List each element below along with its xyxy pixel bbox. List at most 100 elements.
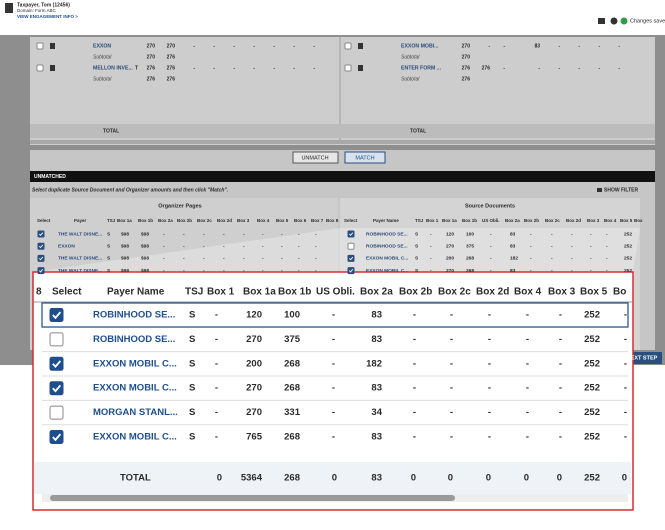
column-header: Box 1 [426,218,439,223]
checkbox[interactable] [49,381,64,396]
checkbox[interactable] [49,430,64,444]
scroll-thumb[interactable] [50,495,455,501]
payer-name[interactable]: EXXON MOBI... [401,43,439,49]
column-header: Box 5 [580,287,608,298]
payer-name[interactable]: THE WALT DISNE... [58,256,102,262]
amount: - [526,334,529,345]
column-header: Box 1a [117,218,132,223]
column-header: 8 [36,287,42,298]
payer-name[interactable]: THE WALT DISNE... [58,268,102,274]
checkbox[interactable] [37,267,45,275]
amount: S [415,256,419,262]
payer-name[interactable]: EXXON MOBIL C... [93,432,177,443]
checkbox[interactable] [347,242,355,250]
doc-icon [50,65,55,71]
amount: 276 [462,65,471,71]
amount: - [559,383,562,394]
amount: - [530,269,532,274]
checkbox[interactable] [49,405,64,420]
checkbox[interactable] [347,254,355,262]
payer-name[interactable]: EXXON [93,43,111,49]
amount: - [488,43,490,49]
checkbox[interactable] [49,332,64,347]
amount: 270 [147,54,156,60]
amount: - [488,407,491,418]
amount: - [551,269,553,274]
column-header: Box 1b [278,287,311,298]
engagement-link[interactable]: VIEW ENGAGEMENT INFO > [17,14,78,19]
amount: - [163,244,165,249]
payer-name[interactable]: ROBINHOOD SE... [366,231,408,237]
amount: - [526,358,529,369]
amount: 83 [371,334,382,345]
payer-name[interactable]: EXXON [58,243,75,249]
match-button[interactable] [344,151,386,164]
amount: - [488,334,491,345]
checkbox[interactable] [49,356,64,371]
checkbox[interactable] [347,230,355,238]
amount: - [430,257,432,262]
payer-name[interactable]: EXXON MOBIL C... [366,256,408,262]
amount: 270 [462,43,471,49]
amount: $98 [141,243,149,249]
checkbox[interactable] [344,42,352,50]
column-header: Box 2b [399,287,432,298]
amount: 83 [371,432,382,443]
payer-name[interactable]: ROBINHOOD SE... [93,334,175,345]
amount: - [558,65,560,71]
amount: - [530,232,532,237]
payer-name[interactable]: ROBINHOOD SE... [93,310,175,321]
payer-name[interactable]: MELLON INVE... [93,65,133,71]
amount: - [215,407,218,418]
payer-name[interactable]: EXXON MOBIL C... [93,383,177,394]
checkbox[interactable] [347,267,355,275]
checkbox[interactable] [36,42,44,50]
filter-button[interactable]: SHOW FILTER [604,187,638,193]
payer-name[interactable]: ROBINHOOD SE... [366,243,408,249]
payer-name[interactable]: EXXON MOBIL C... [93,358,177,369]
amount: 268 [284,383,300,394]
amount: - [559,432,562,443]
panel-title: Source Documents [465,203,515,209]
amount: - [530,257,532,262]
total-amount: 0 [486,473,491,484]
doc-icon [358,43,363,49]
checkbox[interactable] [49,308,64,322]
unmatch-button[interactable] [292,151,339,164]
amount: - [618,65,620,71]
amount: - [298,269,300,274]
amount: 270 [246,334,262,345]
checkbox[interactable] [344,64,352,72]
amount: - [488,358,491,369]
payer-name[interactable]: ENTER FORM ... [401,65,442,71]
amount: 83 [510,231,516,237]
amount: - [215,310,218,321]
payer-name[interactable]: MORGAN STANL... [93,407,178,418]
checkbox[interactable] [37,254,45,262]
unmatch-label: UNMATCH [301,155,328,161]
filter-icon[interactable] [597,188,602,192]
amount: - [430,269,432,274]
domain: Domain: Form ABC [17,8,57,13]
checkbox[interactable] [37,242,45,250]
amount: - [281,257,283,262]
amount: S [107,243,111,249]
amount: - [262,257,264,262]
amount: 252 [584,383,600,394]
chat-icon[interactable] [598,18,605,24]
amount: - [253,43,255,49]
amount: 276 [147,65,156,71]
help-icon[interactable] [610,17,618,25]
amount: - [450,310,453,321]
column-header: Box 8 [326,218,339,223]
column-header: Box [634,218,643,223]
payer-name[interactable]: EXXON MOBIL C... [366,268,408,274]
checkbox[interactable] [37,230,45,238]
checkbox[interactable] [36,64,44,72]
check-icon [39,244,44,249]
amount: 83 [371,310,382,321]
amount: - [183,244,185,249]
column-header: Box 5 [276,218,289,223]
amount: - [193,43,195,49]
payer-name[interactable]: THE WALT DISNE... [58,231,102,237]
